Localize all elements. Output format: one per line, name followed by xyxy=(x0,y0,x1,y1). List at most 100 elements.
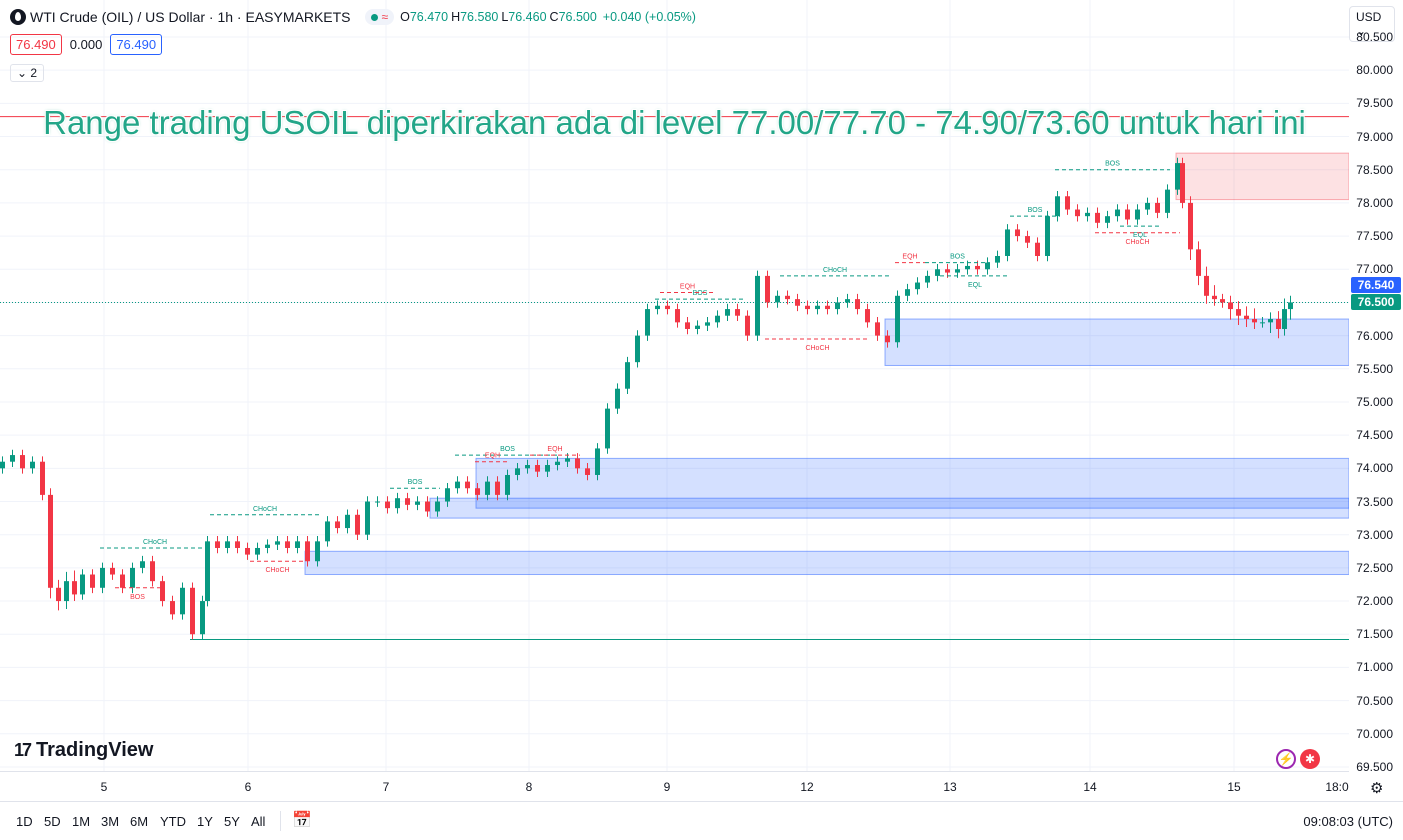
structure-label: BOS xyxy=(500,446,515,453)
structure-label: EQH xyxy=(680,283,695,290)
candle-body xyxy=(1105,216,1110,223)
symbol-title[interactable]: WTI Crude (OIL) / US Dollar · 1h · EASYM… xyxy=(30,9,351,25)
candlestick-chart[interactable]: CHoCHBOSCHoCHCHoCHBOSBOSEQHEQHBOSEQHCHoC… xyxy=(0,0,1349,771)
range-5d-button[interactable]: 5D xyxy=(44,814,61,829)
candle-body xyxy=(170,601,175,615)
candle-body xyxy=(1005,229,1010,256)
change-value: +0.040 (+0.05%) xyxy=(602,10,696,24)
low-value: 76.460 xyxy=(508,10,547,24)
candle-body xyxy=(325,521,330,542)
candle-body xyxy=(765,275,770,303)
candle-body xyxy=(505,474,510,495)
price-scale[interactable]: USD ⌄ 80.500 80.000 79.500 79.000 78.500 78.0… xyxy=(1349,0,1403,774)
candle-body xyxy=(1075,209,1080,217)
candle-body xyxy=(885,335,890,343)
price-tick: 74.500 xyxy=(1356,428,1393,443)
candle-body xyxy=(285,541,290,548)
sell-button[interactable]: 76.490 xyxy=(10,34,62,55)
candle-body xyxy=(905,289,910,296)
candle-body xyxy=(1125,209,1130,220)
range-ytd-button[interactable]: YTD xyxy=(160,814,186,829)
candle-body xyxy=(665,305,670,310)
candle-body xyxy=(755,275,760,336)
price-tick: 77.000 xyxy=(1356,262,1393,277)
clock[interactable]: 09:08:03 (UTC) xyxy=(1303,814,1393,829)
price-tick: 70.500 xyxy=(1356,693,1393,708)
chevron-down-icon: ⌄ xyxy=(17,66,28,80)
low-label: L xyxy=(501,10,509,24)
structure-label: CHoCH xyxy=(253,506,277,513)
candle-body xyxy=(425,501,430,512)
price-tick: 79.000 xyxy=(1356,129,1393,144)
close-label: C xyxy=(549,10,559,24)
price-tick: 75.500 xyxy=(1356,361,1393,376)
range-6m-button[interactable]: 6M xyxy=(130,814,149,829)
candle-body xyxy=(1115,209,1120,217)
candle-body xyxy=(315,541,320,562)
structure-label: BOS xyxy=(1028,207,1043,214)
time-scale[interactable]: 5 6 7 8 9 12 13 14 15 18:0 xyxy=(0,771,1349,802)
time-tick: 15 xyxy=(1227,780,1241,794)
date-range-icon[interactable]: 📅 xyxy=(292,812,312,829)
price-tick: 78.000 xyxy=(1356,195,1393,210)
oil-drop-icon xyxy=(10,9,26,25)
settings-gear-icon[interactable]: ⚙ xyxy=(1370,780,1384,797)
range-1m-button[interactable]: 1M xyxy=(72,814,91,829)
candle-body xyxy=(705,322,710,326)
candle-body xyxy=(1035,242,1040,256)
candle-body xyxy=(805,305,810,310)
price-tick: 78.500 xyxy=(1356,162,1393,177)
divider xyxy=(280,811,281,831)
range-5y-button[interactable]: 5Y xyxy=(224,814,240,829)
bottom-toolbar: 1D 5D 1M 3M 6M YTD 1Y 5Y All 📅 09:08:03 … xyxy=(0,801,1403,840)
candle-body xyxy=(235,541,240,548)
market-open-icon xyxy=(370,13,378,21)
candle-body xyxy=(535,465,540,472)
candle-body xyxy=(120,574,125,588)
candle-body xyxy=(405,498,410,505)
demand-zone xyxy=(884,318,1349,366)
candle-body xyxy=(205,541,210,602)
chart-area[interactable]: CHoCH BOS CHoCH CHoCH BOS BOS EQH EQH BOS EQH CHoC… xyxy=(0,0,1350,771)
candle-body xyxy=(1085,212,1090,217)
market-status[interactable]: ≈ xyxy=(364,9,395,25)
candle-body xyxy=(1282,309,1287,329)
candle-body xyxy=(1175,163,1180,190)
candle-body xyxy=(715,315,720,323)
indicators-toggle-button[interactable]: ⌄ 2 xyxy=(10,64,45,82)
structure-label: BOS xyxy=(693,290,708,297)
lightning-icon[interactable]: ⚡ xyxy=(1276,749,1296,769)
candle-body xyxy=(1145,202,1150,210)
buy-button[interactable]: 76.490 xyxy=(110,34,163,55)
price-tick: 71.500 xyxy=(1356,627,1393,642)
structure-label: BOS xyxy=(1105,161,1120,168)
candle-body xyxy=(585,468,590,475)
structure-label: CHoCH xyxy=(1125,239,1149,246)
candle-body xyxy=(150,561,155,582)
candle-body xyxy=(745,315,750,336)
extra-icons: ⚡ ✱ xyxy=(1276,749,1320,769)
candle-body xyxy=(865,309,870,323)
candle-body xyxy=(545,465,550,472)
range-1d-button[interactable]: 1D xyxy=(16,814,33,829)
candle-body xyxy=(995,255,1000,263)
currency-select[interactable]: USD ⌄ xyxy=(1349,6,1395,42)
time-tick: 5 xyxy=(100,780,108,794)
candle-body xyxy=(975,265,980,270)
time-tick: 6 xyxy=(244,780,252,794)
candle-body xyxy=(1204,275,1209,296)
candle-body xyxy=(255,547,260,555)
candle-body xyxy=(245,547,250,555)
candle-body xyxy=(335,521,340,529)
candle-body xyxy=(625,362,630,389)
us-flag-icon[interactable]: ✱ xyxy=(1300,749,1320,769)
range-1y-button[interactable]: 1Y xyxy=(197,814,213,829)
range-all-button[interactable]: All xyxy=(251,814,266,829)
indicator-count: 2 xyxy=(30,66,38,80)
price-tick: 74.000 xyxy=(1356,461,1393,476)
tradingview-logo[interactable]: 17 TradingView xyxy=(14,739,153,762)
range-3m-button[interactable]: 3M xyxy=(101,814,120,829)
structure-label: BOS xyxy=(408,479,423,486)
headline-annotation: Range trading USOIL diperkirakan ada di … xyxy=(43,104,1306,141)
candle-body xyxy=(775,295,780,303)
